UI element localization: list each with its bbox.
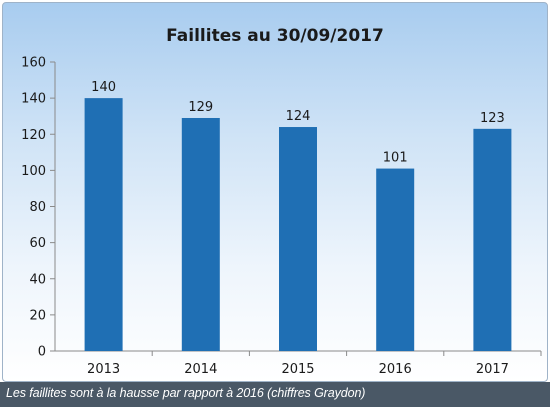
y-tick-label: 120: [21, 128, 46, 143]
chart-title: Faillites au 30/09/2017: [166, 26, 384, 46]
caption-bar: Les faillites sont à la hausse par rappo…: [0, 382, 550, 407]
bar-2014: [181, 117, 220, 352]
chart-panel: Faillites au 30/09/2017 0 20 40 60 80 100 120 1…: [2, 2, 548, 382]
caption-text: Les faillites sont à la hausse par rappo…: [6, 386, 366, 400]
data-label-2015: 124: [286, 109, 311, 124]
x-tick-label-2016: 2016: [379, 362, 412, 377]
x-tick-label-2014: 2014: [184, 362, 217, 377]
data-label-2014: 129: [188, 100, 213, 115]
y-tick-label: 40: [29, 272, 46, 287]
y-tick-label: 160: [21, 56, 46, 71]
bar-2013: [84, 98, 123, 351]
x-tick-label-2015: 2015: [281, 362, 314, 377]
y-tick-label: 80: [29, 200, 46, 215]
data-label-2013: 140: [91, 80, 116, 95]
y-tick-label: 20: [29, 308, 46, 323]
data-label-2017: 123: [480, 111, 505, 126]
y-tick-label: 0: [38, 345, 46, 360]
data-label-2016: 101: [383, 151, 408, 166]
bar-2017: [473, 128, 512, 351]
x-tick-label-2017: 2017: [476, 362, 509, 377]
x-tick-label-2013: 2013: [87, 362, 120, 377]
y-tick-label: 60: [29, 236, 46, 251]
y-tick-label: 100: [21, 164, 46, 179]
bar-2015: [279, 127, 317, 352]
bar-chart: Faillites au 30/09/2017 0 20 40 60 80 100 120 1…: [21, 26, 542, 377]
bar-2016: [376, 168, 415, 351]
y-tick-label: 140: [21, 92, 46, 107]
